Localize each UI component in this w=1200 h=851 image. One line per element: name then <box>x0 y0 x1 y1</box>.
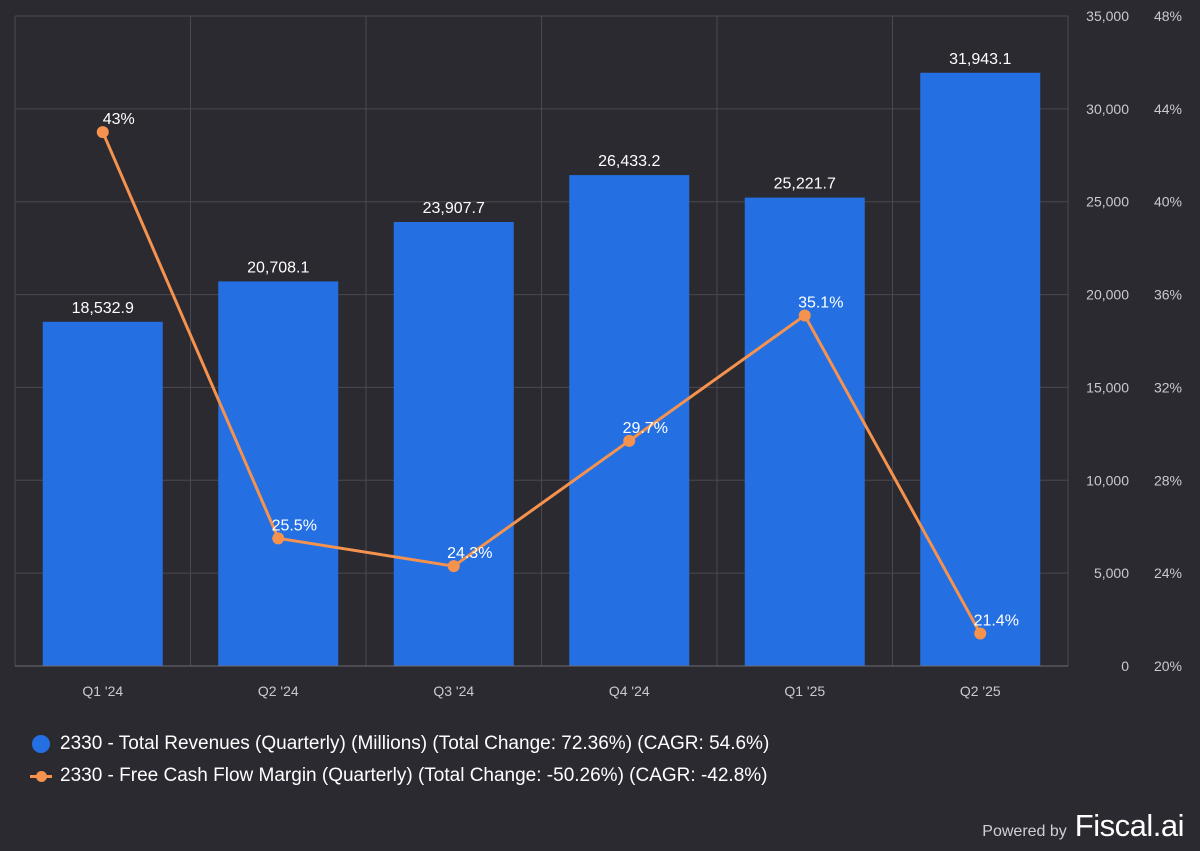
revenue-bar <box>920 72 1041 667</box>
y-left-tick-label: 30,000 <box>1086 101 1129 117</box>
branding: Powered by Fiscal.ai <box>982 808 1184 844</box>
line-data-label: 24.3% <box>447 545 492 562</box>
bar-data-label: 18,532.9 <box>72 300 134 317</box>
legend-swatch-revenues <box>30 733 52 755</box>
y-left-tick-label: 35,000 <box>1086 8 1129 24</box>
y-right-tick-label: 48% <box>1154 8 1182 24</box>
legend-item-revenues[interactable]: 2330 - Total Revenues (Quarterly) (Milli… <box>30 728 769 760</box>
y-right-tick-label: 44% <box>1154 101 1182 117</box>
x-tick-label: Q1 '25 <box>784 683 825 699</box>
y-left-tick-label: 20,000 <box>1086 287 1129 303</box>
fcf-margin-line <box>101 131 982 635</box>
y-left-tick-label: 10,000 <box>1086 472 1129 488</box>
legend-label-revenues: 2330 - Total Revenues (Quarterly) (Milli… <box>60 733 770 754</box>
revenue-bar <box>42 321 163 666</box>
revenue-bar <box>393 221 514 666</box>
bar-data-label: 20,708.1 <box>247 259 309 276</box>
x-tick-label: Q4 '24 <box>609 683 650 699</box>
fcf-margin-point <box>96 126 109 139</box>
powered-by-text: Powered by <box>982 823 1067 840</box>
y-right-tick-label: 20% <box>1154 658 1182 674</box>
fcf-margin-point <box>974 627 987 640</box>
y-right-tick-label: 40% <box>1154 194 1182 210</box>
legend-label-fcf-margin: 2330 - Free Cash Flow Margin (Quarterly)… <box>60 765 768 786</box>
line-data-label: 35.1% <box>798 294 843 311</box>
line-data-label: 29.7% <box>623 420 668 437</box>
x-tick-label: Q1 '24 <box>82 683 123 699</box>
y-left-tick-label: 25,000 <box>1086 194 1129 210</box>
fcf-margin-point <box>272 532 285 545</box>
bar-data-label: 26,433.2 <box>598 153 660 170</box>
fcf-margin-point <box>798 309 811 322</box>
y-right-tick-label: 32% <box>1154 379 1182 395</box>
line-data-label: 21.4% <box>974 613 1019 630</box>
revenue-bar <box>218 281 339 666</box>
revenue-bar <box>569 175 690 666</box>
revenue-bar <box>744 197 865 667</box>
y-left-tick-label: 0 <box>1121 658 1129 674</box>
y-left-tick-label: 15,000 <box>1086 379 1129 395</box>
y-right-tick-label: 36% <box>1154 287 1182 303</box>
bar-data-label: 25,221.7 <box>774 176 836 193</box>
brand-logo[interactable]: Fiscal.ai <box>1074 808 1185 843</box>
line-data-label: 43% <box>103 111 135 128</box>
chart: 18,532.9 20,708.1 23,907.7 26,433.2 25,221.7… <box>14 8 1182 699</box>
legend-swatch-fcf-margin <box>30 765 52 787</box>
bar-data-label: 31,943.1 <box>949 51 1011 68</box>
y-left-tick-label: 5,000 <box>1094 565 1129 581</box>
line-data-label: 25.5% <box>272 517 317 534</box>
bar-data-label: 23,907.7 <box>423 200 485 217</box>
x-tick-label: Q2 '24 <box>258 683 299 699</box>
y-right-tick-label: 28% <box>1154 472 1182 488</box>
fcf-margin-point <box>623 434 636 447</box>
legend: 2330 - Total Revenues (Quarterly) (Milli… <box>30 728 769 792</box>
x-tick-label: Q2 '25 <box>960 683 1001 699</box>
x-tick-label: Q3 '24 <box>433 683 474 699</box>
legend-item-fcf-margin[interactable]: 2330 - Free Cash Flow Margin (Quarterly)… <box>30 760 769 792</box>
y-right-tick-label: 24% <box>1154 565 1182 581</box>
fcf-margin-point <box>447 560 460 573</box>
